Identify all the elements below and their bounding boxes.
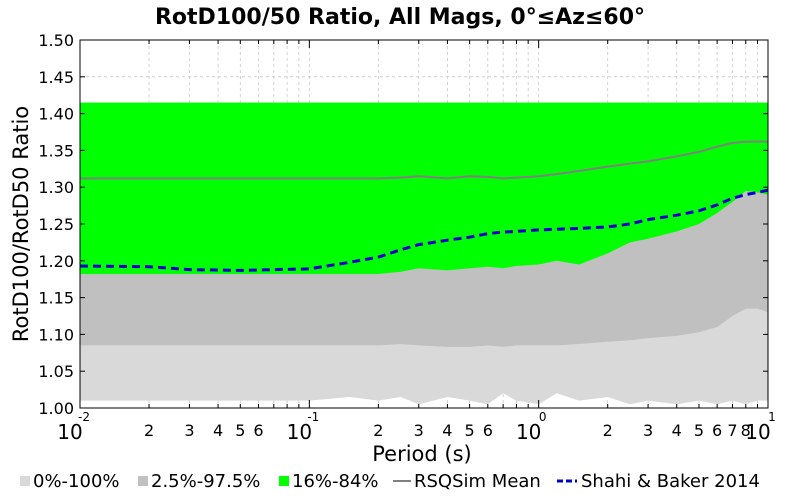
x-tick-label: 7: [727, 421, 737, 440]
legend: 0%-100% 2.5%-97.5% 16%-84% RSQSim Mean Shahi…: [20, 471, 760, 492]
x-major-tick-label: 10: [745, 420, 770, 444]
y-tick-label: 1.10: [38, 325, 74, 344]
y-tick-label: 1.35: [38, 141, 74, 160]
y-tick-label: 1.50: [38, 31, 74, 50]
x-tick-label: 4: [672, 421, 682, 440]
x-major-tick-exponent: 1: [768, 410, 776, 424]
x-tick-label: 3: [643, 421, 653, 440]
x-tick-label: 5: [694, 421, 704, 440]
y-tick-label: 1.00: [38, 399, 74, 418]
x-tick-label: 3: [184, 421, 194, 440]
x-tick-label: 2: [144, 421, 154, 440]
legend-swatch: [20, 476, 30, 486]
x-tick-label: 6: [253, 421, 263, 440]
plot-area: [79, 102, 769, 405]
legend-label: Shahi & Baker 2014: [581, 471, 760, 492]
legend-label: 2.5%-97.5%: [151, 471, 260, 492]
x-major-tick-label: 10: [57, 420, 82, 444]
series-line-3: [80, 140, 768, 180]
x-tick-label: 4: [213, 421, 223, 440]
x-major-tick-label: 10: [287, 420, 312, 444]
x-major-tick-exponent: -2: [78, 410, 90, 424]
x-tick-label: 2: [373, 421, 383, 440]
x-tick-label: 3: [414, 421, 424, 440]
x-tick-label: 2: [603, 421, 613, 440]
y-tick-label: 1.30: [38, 178, 74, 197]
x-tick-label: 6: [483, 421, 493, 440]
chart-title: RotD100/50 Ratio, All Mags, 0°≤Az≤60°: [155, 5, 645, 30]
x-major-tick-exponent: 0: [539, 410, 547, 424]
legend-label: 0%-100%: [33, 471, 120, 492]
y-tick-label: 1.20: [38, 252, 74, 271]
x-tick-label: 5: [235, 421, 245, 440]
y-tick-label: 1.25: [38, 215, 74, 234]
series-band-2: [80, 102, 768, 274]
legend-swatch: [279, 476, 289, 486]
x-tick-label: 4: [442, 421, 452, 440]
y-tick-label: 1.15: [38, 289, 74, 308]
series-line-4: [79, 188, 769, 272]
x-tick-label: 6: [712, 421, 722, 440]
axis-ticks: 1.00 1.05 1.10 1.15 1.20 1.25 1.30 1.35 1.40 1.45…: [38, 31, 775, 444]
x-tick-label: 8: [741, 421, 751, 440]
y-tick-label: 1.05: [38, 362, 74, 381]
y-tick-label: 1.45: [38, 68, 74, 87]
x-axis-label: Period (s): [372, 442, 471, 466]
x-tick-label: 5: [465, 421, 475, 440]
legend-label: 16%-84%: [292, 471, 379, 492]
y-tick-label: 1.40: [38, 105, 74, 124]
x-major-tick-exponent: -1: [307, 410, 319, 424]
x-major-tick-label: 10: [516, 420, 541, 444]
y-axis-label: RotD100/RotD50 Ratio: [9, 106, 33, 342]
legend-swatch: [138, 476, 148, 486]
legend-label: RSQSim Mean: [414, 471, 541, 492]
